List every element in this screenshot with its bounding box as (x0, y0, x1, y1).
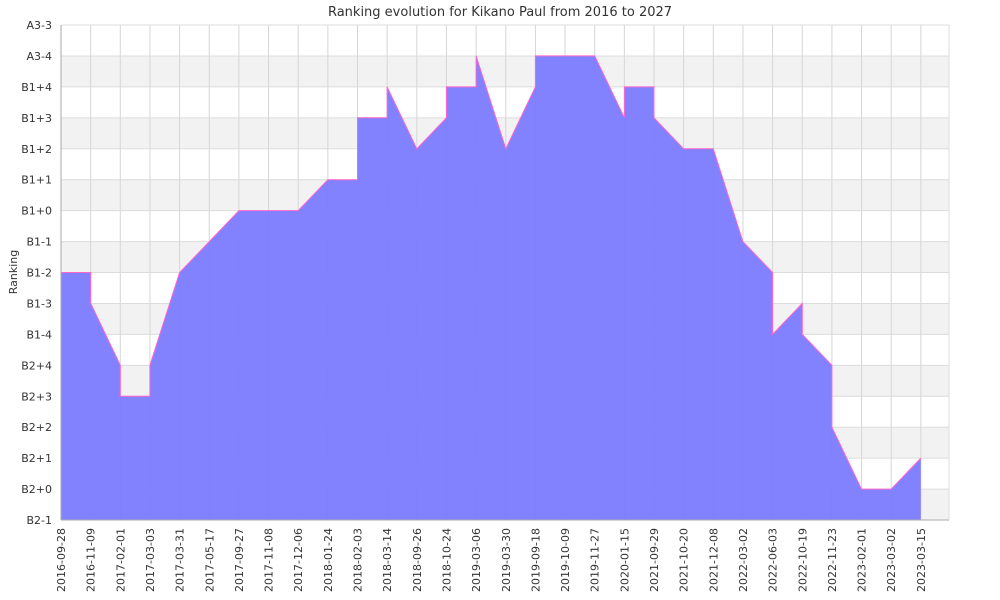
x-tick-label: 2018-10-24 (440, 528, 453, 592)
y-tick-label: B1-1 (26, 236, 52, 249)
x-tick-label: 2017-12-06 (292, 528, 305, 592)
x-tick-label: 2017-02-01 (114, 528, 127, 592)
x-tick-label: 2018-09-26 (411, 528, 424, 592)
x-tick-label: 2022-06-03 (767, 528, 780, 592)
y-tick-labels: B2-1 B2+0 B2+1 B2+2 B2+3 B2+4 B1-4 B1-3 B1-2 B1-1… (21, 19, 52, 527)
y-tick-label: B1-4 (26, 328, 52, 341)
x-tick-label: 2017-05-17 (203, 528, 216, 592)
x-tick-label: 2023-03-02 (885, 528, 898, 592)
x-tick-label: 2019-03-30 (500, 528, 513, 592)
chart-title: Ranking evolution for Kikano Paul from 2… (328, 5, 672, 20)
y-tick-label: B2+3 (21, 390, 52, 403)
x-tick-label: 2023-03-15 (915, 528, 928, 592)
y-tick-label: A3-4 (27, 50, 53, 63)
x-tick-label: 2021-12-08 (707, 528, 720, 592)
y-tick-label: B1-2 (26, 267, 52, 280)
x-tick-label: 2023-02-01 (856, 528, 869, 592)
x-tick-label: 2018-01-24 (322, 528, 335, 592)
y-tick-label: A3-3 (27, 19, 53, 32)
background-band (61, 55, 949, 87)
y-tick-label: B2-1 (26, 514, 52, 527)
x-tick-label: 2021-10-20 (678, 528, 691, 592)
x-tick-label: 2022-11-23 (826, 528, 839, 592)
ranking-line (61, 55, 922, 490)
y-tick-label: B2+0 (21, 483, 52, 496)
x-tick-label: 2019-10-09 (559, 528, 572, 592)
y-tick-label: B2+4 (21, 359, 52, 372)
x-tick-label: 2021-09-29 (648, 528, 661, 592)
y-axis-label: Ranking (7, 250, 20, 295)
x-tick-label: 2017-09-27 (233, 528, 246, 592)
x-tick-label: 2017-03-03 (144, 528, 157, 592)
x-tick-label: 2019-09-18 (529, 528, 542, 592)
x-tick-label: 2018-02-03 (352, 528, 365, 592)
x-tick-label: 2017-11-08 (263, 528, 276, 592)
x-tick-label: 2016-11-09 (85, 528, 98, 592)
x-tick-label: 2020-01-15 (618, 528, 631, 592)
x-tick-label: 2017-03-31 (174, 528, 187, 592)
x-tick-label: 2016-09-28 (55, 528, 68, 592)
y-tick-label: B2+1 (21, 452, 52, 465)
y-tick-label: B1+2 (21, 143, 52, 156)
x-tick-label: 2022-10-19 (796, 528, 809, 592)
background-band (61, 117, 949, 149)
y-tick-label: B1+3 (21, 112, 52, 125)
x-tick-label: 2019-11-27 (589, 528, 602, 592)
y-tick-label: B2+2 (21, 421, 52, 434)
y-tick-label: B1+1 (21, 174, 52, 187)
x-tick-label: 2019-03-06 (470, 528, 483, 592)
x-tick-label: 2022-03-02 (737, 528, 750, 592)
y-tick-label: B1+4 (21, 81, 52, 94)
x-tick-label: 2018-03-14 (381, 528, 394, 592)
ranking-area (61, 55, 921, 521)
axes (60, 25, 950, 521)
x-tick-labels: 2016-09-28 2016-11-09 2017-02-01 2017-03-03… (55, 528, 928, 592)
y-tick-label: B1-3 (26, 297, 52, 310)
y-tick-label: B1+0 (21, 205, 52, 218)
